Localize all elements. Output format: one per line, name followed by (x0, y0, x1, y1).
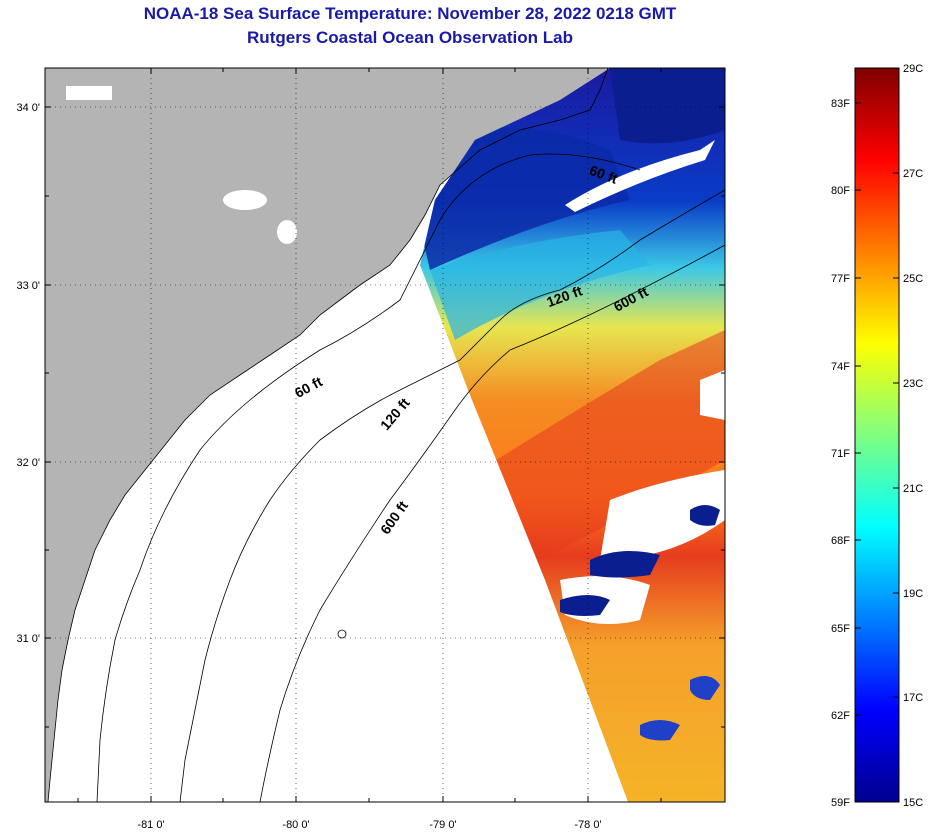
colorbar-f-label: 74F (831, 361, 850, 373)
colorbar-c-label: 19C (903, 588, 923, 600)
colorbar-f-label: 77F (831, 273, 850, 285)
lake-shape (66, 86, 112, 100)
lat-tick-label: 32 0' (16, 457, 40, 469)
colorbar-c-label: 17C (903, 692, 923, 704)
land-mass (45, 68, 608, 802)
colorbar-c-label: 23C (903, 378, 923, 390)
colorbar-f-label: 83F (831, 98, 850, 110)
lat-tick-label: 34 0' (16, 102, 40, 114)
lon-tick-label: -80 0' (282, 819, 309, 831)
colorbar-c-label: 21C (903, 483, 923, 495)
lake-shape (223, 190, 267, 210)
colorbar-c-label: 15C (903, 797, 923, 809)
lon-tick-label: -81 0' (137, 819, 164, 831)
lat-tick-label: 33 0' (16, 280, 40, 292)
frame-ticks (45, 68, 725, 802)
colorbar-f-label: 80F (831, 185, 850, 197)
colorbar-f-label: 62F (831, 710, 850, 722)
map-subtitle: Rutgers Coastal Ocean Observation Lab (247, 28, 573, 47)
isobath-60ft (96, 153, 641, 802)
coastline (47, 68, 609, 802)
isobath-120ft (179, 189, 725, 802)
colorbar-c-label: 27C (903, 168, 923, 180)
colorbar-ticks (855, 67, 899, 803)
colorbar (854, 67, 900, 803)
lat-tick-label: 31 0' (16, 633, 40, 645)
colorbar-f-label: 59F (831, 797, 850, 809)
colorbar-c-label: 25C (903, 273, 923, 285)
lake-shape (277, 220, 297, 244)
lon-tick-label: -79 0' (429, 819, 456, 831)
graticule (45, 68, 725, 802)
map-frame (44, 67, 726, 803)
isobath-600ft (259, 244, 725, 802)
lon-tick-label: -78 0' (574, 819, 601, 831)
colorbar-c-label: 29C (903, 63, 923, 75)
isobath-circle (337, 629, 347, 639)
colorbar-f-label: 71F (831, 448, 850, 460)
colorbar-f-label: 65F (831, 623, 850, 635)
colorbar-f-label: 68F (831, 535, 850, 547)
map-title: NOAA-18 Sea Surface Temperature: Novembe… (143, 4, 677, 23)
